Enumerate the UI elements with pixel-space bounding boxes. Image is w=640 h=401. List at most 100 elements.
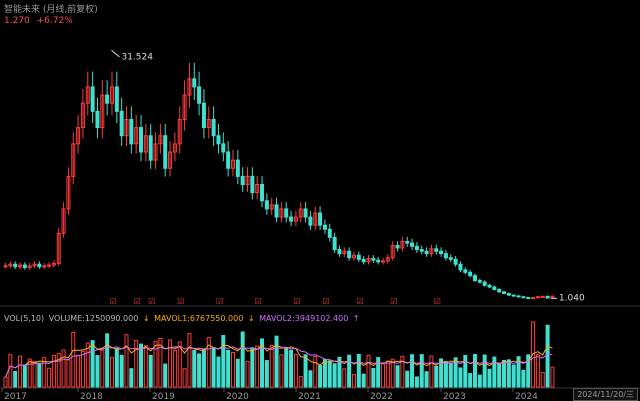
volume-bar — [293, 354, 298, 388]
event-marker: ☑ — [134, 297, 141, 306]
candle-body — [540, 295, 545, 298]
event-marker: ☑ — [255, 297, 262, 306]
volume-bar — [134, 340, 139, 388]
candle-body — [511, 294, 516, 297]
volume-bar — [424, 371, 429, 388]
volume-bar — [8, 354, 13, 388]
volume-bar — [497, 363, 502, 388]
candle-body — [206, 118, 211, 129]
candle-body — [284, 208, 289, 218]
candle-body — [124, 118, 129, 137]
volume-bar — [492, 356, 497, 388]
candle-body — [477, 279, 482, 283]
volume-bar — [264, 360, 269, 388]
mavol1-value: MAVOL1:6767550.000 — [154, 314, 244, 323]
candle-body — [535, 296, 540, 299]
candle-body — [221, 143, 226, 153]
x-tick-label: 2018 — [80, 392, 103, 401]
candle-body — [453, 258, 458, 265]
candle-body — [531, 297, 536, 300]
candle-body — [18, 264, 23, 268]
volume-bar — [100, 349, 105, 388]
volume-bar — [531, 321, 536, 388]
price-annotations: 31.524 1.040 ☑ ☑ ☑ ☑ ☑ ☑ ☑ ☑ ☑ ☑ ☑ — [109, 49, 585, 306]
volume-bar — [95, 355, 100, 388]
candle-body — [250, 175, 255, 194]
volume-bar — [390, 358, 395, 388]
candle-body — [298, 208, 303, 218]
candle-body — [129, 118, 134, 145]
volume-bar — [521, 369, 526, 388]
candle-body — [37, 263, 42, 268]
candle-body — [226, 151, 231, 169]
x-tick-label: 2021 — [298, 392, 321, 401]
volume-bar — [66, 359, 71, 388]
candle-body — [390, 245, 395, 259]
volume-bar — [211, 347, 216, 388]
x-axis: 2017 2018 2019 2020 2021 2022 2023 2024 — [1, 388, 538, 401]
volume-bar — [274, 335, 279, 388]
volume-bar — [163, 363, 168, 388]
candle-body — [322, 224, 327, 230]
candle-body — [318, 212, 323, 226]
candle-body — [356, 254, 361, 260]
price-line: 1.270 +6.72% — [4, 16, 77, 26]
event-marker: ☑ — [177, 297, 184, 306]
candle-body — [134, 127, 139, 145]
candle-body — [32, 263, 37, 267]
candle-body — [240, 175, 245, 186]
candle-body — [187, 78, 192, 96]
volume-bar — [535, 354, 540, 388]
x-tick-label: 2019 — [152, 392, 175, 401]
candle-body — [260, 184, 265, 202]
volume-bar — [240, 331, 245, 388]
volume-bar — [347, 354, 352, 388]
candle-body — [424, 250, 429, 255]
candle-body — [502, 291, 507, 294]
event-marker: ☑ — [434, 297, 441, 306]
x-tick-label: 2022 — [370, 392, 393, 401]
volume-bar — [385, 360, 390, 388]
candle-body — [192, 78, 197, 88]
volume-bar — [245, 360, 250, 388]
x-tick-label: 2023 — [443, 392, 466, 401]
candle-body — [148, 135, 153, 161]
volume-bar — [47, 367, 52, 388]
volume-bar — [197, 353, 202, 388]
volume-bar — [269, 344, 274, 388]
candle-body — [90, 86, 95, 112]
candle-body — [279, 208, 284, 218]
candle-body — [76, 127, 81, 145]
volume-bar — [235, 358, 240, 388]
volume-bar — [76, 355, 81, 388]
candle-body — [264, 200, 269, 210]
volume-bar — [119, 354, 124, 388]
candle-body — [100, 94, 105, 129]
candle-body — [497, 288, 502, 293]
vol-label: VOL(5,10) — [4, 314, 45, 323]
volume-bar — [105, 333, 110, 388]
candle-body — [51, 262, 56, 266]
volume-bar — [32, 360, 37, 388]
volume-bar — [472, 354, 477, 388]
volume-bar — [206, 336, 211, 388]
volume-bar — [42, 357, 47, 388]
candle-body — [419, 249, 424, 252]
candle-body — [395, 245, 400, 249]
volume-bar — [139, 343, 144, 388]
candle-body — [351, 254, 356, 259]
price-change: +6.72% — [36, 16, 73, 26]
candle-body — [71, 143, 76, 177]
volume-bar — [221, 335, 226, 388]
candle-body — [293, 216, 298, 222]
x-tick-label: 2024 — [515, 392, 538, 401]
candle-body — [119, 110, 124, 137]
current-date-label: 2024/11/20/三 — [573, 388, 638, 401]
volume-bar — [279, 354, 284, 388]
volume-bar — [405, 370, 410, 388]
volume-bar — [143, 345, 148, 388]
volume-bar — [226, 349, 231, 388]
candle-body — [109, 86, 114, 104]
volume-bar — [284, 347, 289, 388]
